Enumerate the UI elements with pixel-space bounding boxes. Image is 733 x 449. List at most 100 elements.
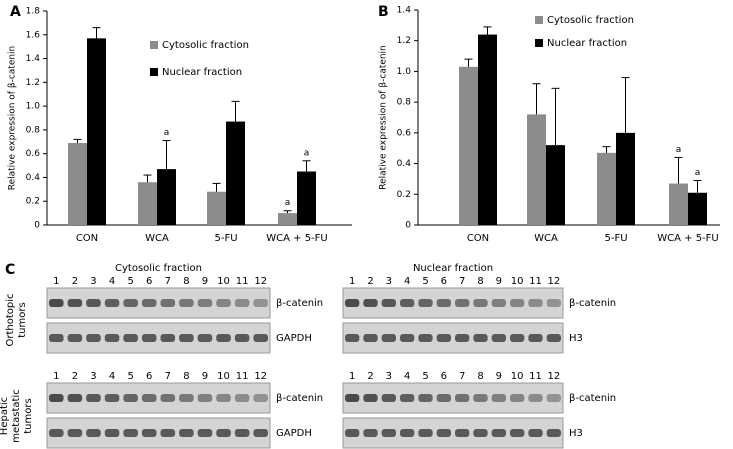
lane-number: 3 <box>90 371 96 382</box>
y-tick-label: 0.8 <box>397 98 412 108</box>
significance-mark: a <box>164 128 170 138</box>
blot-title: Nuclear fraction <box>413 263 493 274</box>
band <box>381 394 396 402</box>
y-tick-label: 1.4 <box>26 54 41 64</box>
lane-number: 11 <box>236 371 249 382</box>
band <box>455 299 470 307</box>
y-tick-label: 1.8 <box>26 7 41 17</box>
band <box>67 299 83 307</box>
band <box>86 394 101 402</box>
blot-membrane <box>342 287 564 319</box>
blot-membrane <box>46 417 271 449</box>
lane-number: 10 <box>511 371 524 382</box>
lane-number: 5 <box>422 276 428 287</box>
legend-swatch <box>150 68 158 76</box>
band <box>363 334 378 342</box>
band <box>234 394 250 402</box>
significance-mark: a <box>285 198 291 208</box>
lane-number: 7 <box>165 276 171 287</box>
lane-number: 6 <box>441 371 447 382</box>
lane-number: 8 <box>183 371 189 382</box>
bar <box>138 182 157 225</box>
band <box>160 334 176 342</box>
lane-number: 9 <box>496 371 502 382</box>
x-tick-label: 5-FU <box>604 233 627 244</box>
band <box>528 394 543 402</box>
y-axis-label: Relative expression of β-catenin <box>379 45 389 190</box>
bar <box>527 114 546 225</box>
band <box>123 429 138 437</box>
band <box>253 334 268 342</box>
lane-number: 1 <box>53 276 59 287</box>
lane-number: 4 <box>404 371 410 382</box>
band <box>160 299 176 307</box>
band <box>179 394 194 402</box>
band <box>546 299 561 307</box>
row-label: Orthotopic tumors <box>5 293 28 347</box>
legend-swatch <box>535 16 543 24</box>
band <box>418 334 433 342</box>
lane-number: 8 <box>183 276 189 287</box>
x-tick-label: CON <box>76 233 98 244</box>
band <box>510 299 525 307</box>
band <box>363 394 378 402</box>
band <box>345 394 360 402</box>
lane-number: 12 <box>254 371 267 382</box>
band <box>67 429 83 437</box>
y-tick-label: 1.4 <box>397 6 412 16</box>
x-tick-label: CON <box>467 233 489 244</box>
band <box>381 334 396 342</box>
legend-swatch <box>535 39 543 47</box>
y-tick-label: 0.4 <box>397 159 412 169</box>
lane-number: 12 <box>547 371 560 382</box>
y-tick-label: 0.6 <box>397 128 412 138</box>
band <box>216 334 231 342</box>
band <box>491 334 506 342</box>
band <box>491 394 506 402</box>
band <box>491 299 506 307</box>
band <box>510 394 525 402</box>
band <box>123 394 138 402</box>
band <box>418 394 433 402</box>
band <box>197 334 213 342</box>
lane-number: 5 <box>127 276 133 287</box>
band <box>86 299 101 307</box>
lane-number: 1 <box>349 371 355 382</box>
blot-membrane <box>46 322 271 354</box>
band <box>141 299 157 307</box>
band <box>455 334 470 342</box>
band <box>491 429 506 437</box>
band <box>400 299 415 307</box>
lane-number: 10 <box>217 276 230 287</box>
band <box>49 394 64 402</box>
band <box>216 429 231 437</box>
bar <box>207 191 226 225</box>
lane-number: 3 <box>386 371 392 382</box>
legend-label: Nuclear fraction <box>162 67 242 78</box>
x-tick-label: WCA <box>145 233 169 244</box>
band <box>86 429 101 437</box>
band <box>400 334 415 342</box>
band <box>141 334 157 342</box>
band <box>216 394 231 402</box>
lane-number: 7 <box>165 371 171 382</box>
y-tick-label: 0.8 <box>26 125 41 135</box>
band <box>253 429 268 437</box>
band <box>473 394 488 402</box>
band <box>49 334 64 342</box>
y-tick-label: 1.6 <box>26 30 41 40</box>
bar <box>688 192 707 225</box>
lane-number: 5 <box>422 371 428 382</box>
row-label: Hepatic metastatic tumors <box>0 389 34 443</box>
band <box>197 429 213 437</box>
panel-label: C <box>5 262 15 278</box>
band <box>253 299 268 307</box>
bar <box>278 213 297 225</box>
band <box>436 394 451 402</box>
bar <box>87 38 106 225</box>
band <box>455 394 470 402</box>
lane-number: 11 <box>236 276 249 287</box>
band <box>418 299 433 307</box>
band <box>197 299 213 307</box>
